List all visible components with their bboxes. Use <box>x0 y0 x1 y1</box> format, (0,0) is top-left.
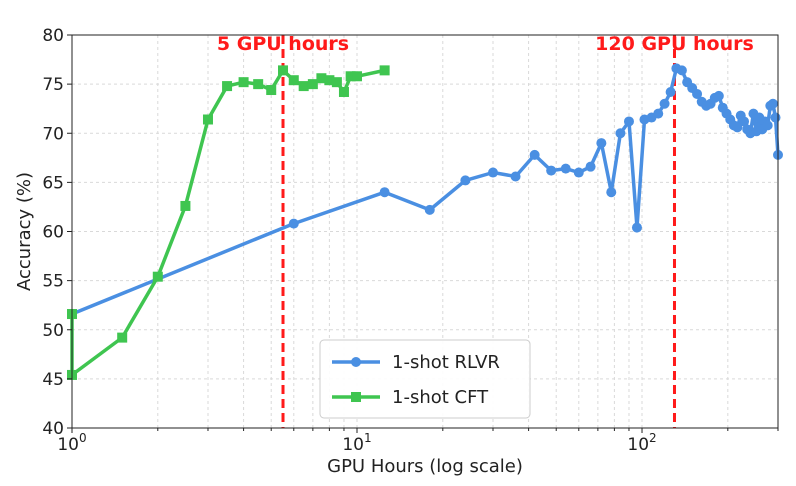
data-point <box>560 163 571 174</box>
data-point <box>596 138 607 149</box>
data-point <box>739 116 750 127</box>
data-point <box>573 167 584 178</box>
data-point <box>180 200 191 211</box>
x-tick-exponent: 0 <box>79 431 87 445</box>
data-point <box>692 88 703 99</box>
data-point <box>379 65 390 76</box>
data-point <box>338 86 349 97</box>
data-point <box>288 75 299 86</box>
data-point <box>324 75 335 86</box>
data-point <box>238 77 249 88</box>
data-point <box>352 71 363 82</box>
reference-lines: 5 GPU hours 120 GPU hours <box>217 33 754 428</box>
data-point <box>767 98 778 109</box>
data-point <box>659 98 670 109</box>
data-point <box>546 165 557 176</box>
data-point <box>529 149 540 160</box>
data-point <box>653 108 664 119</box>
plot-frame <box>71 34 779 429</box>
x-tick-base: 10 <box>57 435 79 455</box>
x-tick-label: 102 <box>627 431 656 455</box>
y-tick-label: 75 <box>42 75 64 95</box>
y-tick-label: 60 <box>42 223 64 243</box>
reference-line-label: 120 GPU hours <box>595 33 754 55</box>
series-cft <box>67 65 390 380</box>
data-point <box>117 332 128 343</box>
data-point <box>202 114 213 125</box>
data-point <box>331 77 342 88</box>
data-point <box>615 128 626 139</box>
series-rlvr <box>67 63 783 320</box>
data-point <box>713 90 724 101</box>
data-point <box>732 122 743 133</box>
x-tick-base: 10 <box>627 435 649 455</box>
legend-swatch-marker <box>351 392 361 402</box>
data-point <box>676 65 687 76</box>
y-tick-label: 55 <box>42 272 64 292</box>
reference-line-label: 5 GPU hours <box>217 33 349 55</box>
series-line <box>70 68 387 377</box>
data-point <box>278 65 289 76</box>
y-tick-label: 65 <box>42 173 64 193</box>
x-tick-exponent: 2 <box>649 431 657 445</box>
data-point <box>585 161 596 172</box>
data-point <box>623 116 634 127</box>
data-point <box>379 187 390 198</box>
data-point <box>288 218 299 229</box>
y-tick-label: 40 <box>42 419 64 439</box>
x-tick-exponent: 1 <box>364 431 372 445</box>
data-point <box>460 175 471 186</box>
series-line <box>70 66 780 316</box>
x-axis-label: GPU Hours (log scale) <box>327 456 523 477</box>
data-point <box>222 81 233 92</box>
data-point <box>606 187 617 198</box>
data-point <box>510 171 521 182</box>
x-tick-label: 101 <box>342 431 371 455</box>
y-tick-label: 45 <box>42 370 64 390</box>
legend-label: 1-shot CFT <box>392 387 489 408</box>
data-point <box>762 120 773 131</box>
y-tick-label: 70 <box>42 124 64 144</box>
data-point <box>345 71 356 82</box>
legend-swatch-marker <box>351 357 361 367</box>
data-point <box>424 204 435 215</box>
data-point <box>152 271 163 282</box>
y-axis-label: Accuracy (%) <box>14 172 35 291</box>
data-point <box>316 73 327 84</box>
y-tick-label: 80 <box>42 26 64 46</box>
data-point <box>298 81 309 92</box>
data-point <box>253 79 264 90</box>
data-point <box>266 85 277 96</box>
data-point <box>307 79 318 90</box>
legend-label: 1-shot RLVR <box>392 352 500 373</box>
data-point <box>487 167 498 178</box>
x-tick-label: 100 <box>57 431 86 455</box>
data-point <box>770 112 781 123</box>
legend: 1-shot RLVR 1-shot CFT <box>319 339 531 419</box>
y-tick-label: 50 <box>42 321 64 341</box>
x-tick-base: 10 <box>342 435 364 455</box>
data-point <box>631 222 642 233</box>
data-point <box>665 86 676 97</box>
